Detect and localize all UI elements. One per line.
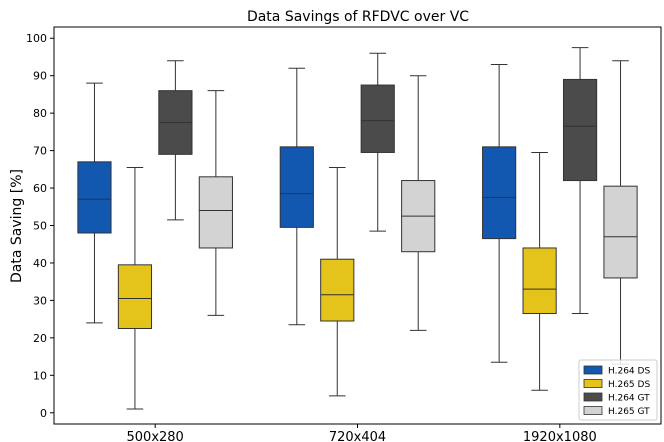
box-h-265-ds-720x404 bbox=[320, 166, 355, 397]
x-tick-label: 500x280 bbox=[127, 430, 184, 442]
y-tick-label: 40 bbox=[33, 257, 47, 270]
legend-label: H.265 DS bbox=[608, 380, 650, 390]
legend: H.264 DS H.265 DS H.264 GT H.265 GT bbox=[578, 359, 658, 421]
box-h-264-ds-500x280 bbox=[77, 82, 112, 324]
box-h-264-gt-720x404 bbox=[360, 52, 395, 232]
y-tick-label: 80 bbox=[33, 107, 47, 120]
y-tick-label: 70 bbox=[33, 145, 47, 158]
chart-title: Data Savings of RFDVC over VC bbox=[247, 9, 469, 25]
legend-swatch bbox=[583, 406, 603, 415]
box-h-265-ds-500x280 bbox=[117, 166, 153, 410]
box-h-265-ds-1920x1080 bbox=[522, 151, 557, 391]
plot-area: 0 10 20 30 40 50 60 70 80 90 100 500x280 720x404 1920… bbox=[26, 26, 662, 442]
box-h-265-gt-720x404 bbox=[401, 75, 436, 331]
box-h-265-gt-1920x1080 bbox=[603, 60, 638, 365]
box-h-264-ds-720x404 bbox=[279, 67, 314, 326]
legend-label: H.265 GT bbox=[608, 407, 650, 417]
x-tick-label: 1920x1080 bbox=[523, 430, 597, 442]
y-tick-label: 30 bbox=[33, 294, 47, 307]
box-iqr bbox=[320, 258, 355, 322]
legend-swatch bbox=[583, 365, 603, 375]
box-iqr bbox=[603, 185, 638, 279]
box-h-264-ds-1920x1080 bbox=[482, 63, 517, 363]
box-iqr bbox=[279, 146, 314, 228]
legend-swatch bbox=[583, 392, 603, 402]
box-iqr bbox=[198, 176, 233, 249]
y-tick-label: 50 bbox=[33, 220, 47, 233]
y-tick-label: 100 bbox=[26, 32, 47, 45]
y-tick-label: 20 bbox=[33, 332, 47, 345]
box-iqr bbox=[482, 146, 517, 240]
box-h-264-gt-500x280 bbox=[158, 60, 193, 221]
y-tick-label: 10 bbox=[33, 369, 47, 382]
box-iqr bbox=[77, 161, 112, 234]
legend-label: H.264 DS bbox=[608, 367, 650, 377]
legend-label: H.264 GT bbox=[608, 394, 650, 404]
box-iqr bbox=[562, 78, 598, 182]
box-iqr bbox=[522, 247, 557, 315]
box-h-264-gt-1920x1080 bbox=[562, 47, 598, 315]
box-iqr bbox=[117, 264, 153, 329]
y-tick-label: 60 bbox=[33, 182, 47, 195]
y-axis-label: Data Saving [%] bbox=[9, 169, 25, 283]
y-tick-label: 0 bbox=[40, 407, 47, 420]
box-h-265-gt-500x280 bbox=[198, 90, 233, 316]
box-iqr bbox=[360, 84, 395, 153]
x-tick-label: 720x404 bbox=[329, 430, 386, 442]
y-tick-label: 90 bbox=[33, 70, 47, 83]
legend-frame bbox=[578, 359, 658, 421]
legend-swatch bbox=[583, 379, 603, 388]
